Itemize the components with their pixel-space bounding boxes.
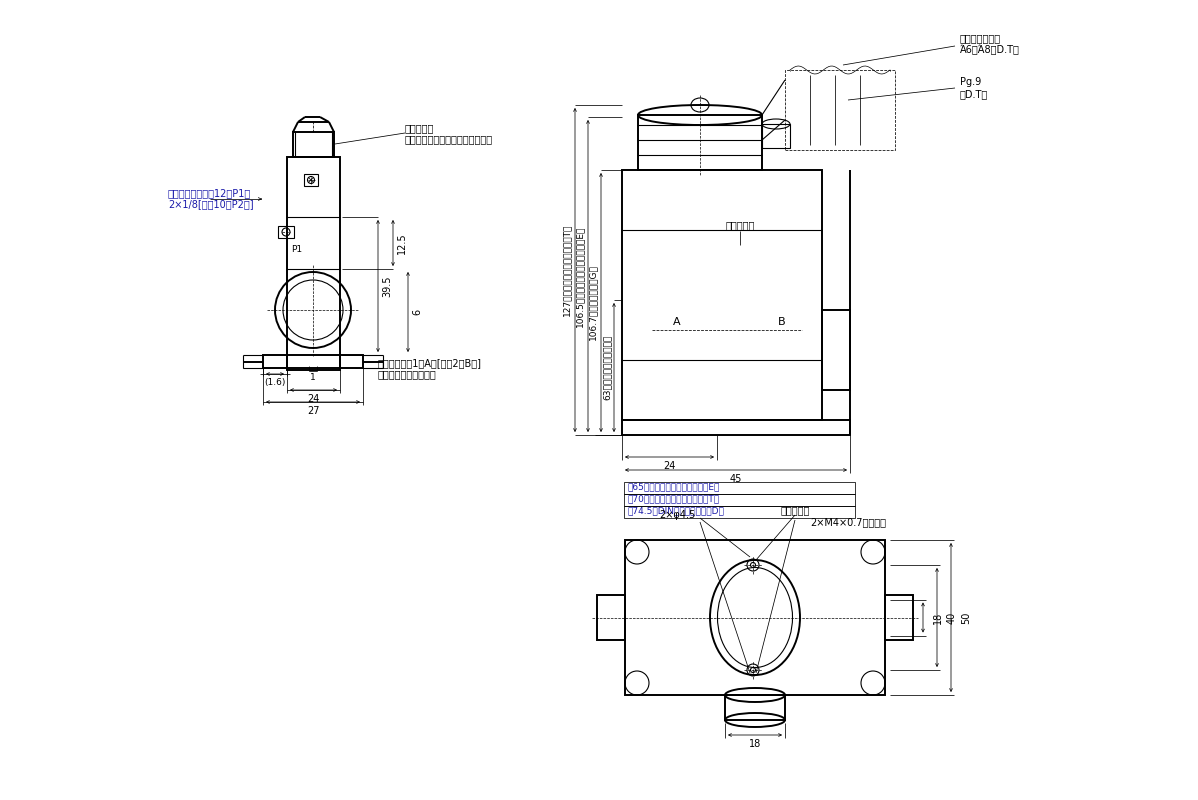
Text: 注65（グロメットターミナル：E）: 注65（グロメットターミナル：E） (627, 482, 719, 491)
Text: 2×φ4.5: 2×φ4.5 (659, 510, 695, 520)
Text: 注74.5（DIN形ターミナル：D）: 注74.5（DIN形ターミナル：D） (627, 506, 724, 515)
Text: 24: 24 (664, 461, 676, 471)
Text: 18: 18 (933, 611, 943, 624)
Bar (624, 482, 855, 494)
Text: 106.7（グロメット：G）: 106.7（グロメット：G） (588, 265, 598, 341)
Bar (624, 506, 855, 518)
Text: 40: 40 (946, 611, 957, 624)
Bar (822, 310, 851, 390)
Text: 27: 27 (307, 406, 319, 416)
Text: Ά6～Ά8（D.T）: Ά6～Ά8（D.T） (960, 45, 1019, 55)
Text: （ノンロックプッシュ式の場合）: （ノンロックプッシュ式の場合） (405, 134, 494, 144)
Bar (294, 132, 334, 157)
Bar (762, 124, 789, 148)
Bar (622, 170, 822, 420)
Text: ブラケット: ブラケット (780, 505, 810, 515)
Text: 6: 6 (412, 309, 422, 315)
Bar (264, 355, 363, 368)
Text: 12.5: 12.5 (397, 232, 407, 254)
Text: （D.T）: （D.T） (960, 89, 988, 99)
Text: メインポート1（A）[背面2（B）]: メインポート1（A）[背面2（B）] (379, 358, 482, 368)
Text: パイロットポート12（P1）: パイロットポート12（P1） (168, 188, 252, 198)
Bar (885, 595, 913, 640)
Text: A: A (673, 317, 680, 327)
Text: 106.5（グロメットターミナル：E）: 106.5（グロメットターミナル：E） (575, 226, 585, 326)
Text: 45: 45 (730, 474, 743, 484)
Text: B: B (779, 317, 786, 327)
Bar (639, 115, 762, 170)
Text: 127（コンジットターミナル：T）: 127（コンジットターミナル：T） (563, 224, 571, 316)
Bar (625, 540, 885, 695)
Text: Pg.9: Pg.9 (960, 77, 981, 87)
Text: ブラケット: ブラケット (725, 220, 755, 230)
Text: 24: 24 (308, 394, 320, 404)
Bar (288, 157, 340, 370)
Text: 注70（コンジットターミナル：T）: 注70（コンジットターミナル：T） (627, 494, 719, 503)
Text: 39.5: 39.5 (382, 275, 392, 297)
Bar (597, 595, 625, 640)
Text: マニュアル: マニュアル (405, 123, 435, 133)
Text: 2×1/8[背面10（P2）]: 2×1/8[背面10（P2）] (168, 199, 254, 209)
Text: 63（エアオペレート形）: 63（エアオペレート形） (603, 335, 611, 400)
Bar (624, 494, 855, 506)
Text: 50: 50 (961, 611, 972, 624)
Bar (725, 695, 785, 720)
Text: 2×M4×0.7　深さ７: 2×M4×0.7 深さ７ (810, 517, 887, 527)
Text: 適用コード外径: 適用コード外径 (960, 33, 1002, 43)
Text: (1.6): (1.6) (265, 378, 285, 386)
Bar (304, 174, 317, 186)
Bar (278, 226, 294, 238)
Text: P1: P1 (291, 246, 302, 254)
Bar (622, 420, 851, 435)
Text: 管接続口径は下表参照: 管接続口径は下表参照 (379, 369, 437, 379)
Text: 1: 1 (310, 374, 316, 382)
Bar (785, 70, 895, 150)
Text: 18: 18 (749, 739, 761, 749)
